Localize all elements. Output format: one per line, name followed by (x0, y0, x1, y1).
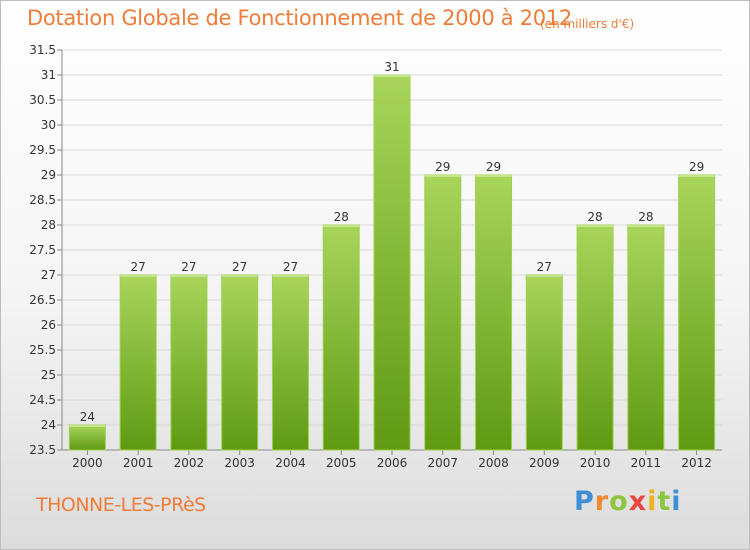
x-tick-label: 2008 (478, 456, 509, 470)
bar-highlight (374, 75, 410, 77)
x-tick-label: 2006 (377, 456, 408, 470)
bar-highlight (221, 275, 258, 277)
y-tick-label: 30.5 (29, 93, 56, 107)
data-label: 24 (80, 410, 95, 424)
x-tick-label: 2009 (529, 456, 560, 470)
data-label: 27 (232, 260, 247, 274)
y-tick-label: 26 (41, 318, 56, 332)
bar (221, 274, 259, 451)
proxiti-logo: Proxiti (574, 486, 682, 517)
y-tick-label: 27.5 (29, 243, 56, 257)
data-label: 27 (537, 260, 552, 274)
commune-name: THONNE-LES-PRèS (36, 494, 206, 516)
x-tick-label: 2012 (681, 456, 712, 470)
y-tick-label: 31.5 (29, 43, 56, 57)
y-tick-label: 28 (41, 218, 56, 232)
bar-highlight (120, 275, 157, 277)
bar-highlight (526, 275, 563, 277)
bar-highlight (69, 425, 106, 427)
y-tick-label: 30 (41, 118, 56, 132)
data-label: 28 (587, 210, 602, 224)
y-tick-label: 26.5 (29, 293, 56, 307)
y-tick-label: 29.5 (29, 143, 56, 157)
data-label: 29 (486, 160, 501, 174)
bar (119, 274, 157, 451)
bar-highlight (424, 175, 461, 177)
x-tick-label: 2005 (326, 456, 357, 470)
bar (373, 74, 411, 451)
bar-highlight (627, 225, 664, 227)
bar (525, 274, 563, 451)
data-label: 27 (181, 260, 196, 274)
bar (475, 174, 513, 451)
y-tick-label: 24 (41, 418, 56, 432)
y-tick-label: 24.5 (29, 393, 56, 407)
x-tick-label: 2000 (72, 456, 103, 470)
x-tick-label: 2001 (123, 456, 154, 470)
bar (424, 174, 462, 451)
data-label: 28 (638, 210, 653, 224)
x-tick-label: 2003 (224, 456, 255, 470)
bar-highlight (475, 175, 512, 177)
x-tick-label: 2004 (275, 456, 306, 470)
x-tick-label: 2011 (631, 456, 662, 470)
bar (271, 274, 309, 451)
bar-highlight (272, 275, 309, 277)
bar (68, 424, 106, 451)
chart-subtitle: (en milliers d'€) (540, 17, 635, 31)
x-tick-label: 2002 (174, 456, 205, 470)
data-label: 31 (384, 60, 399, 74)
data-label: 27 (283, 260, 298, 274)
bar-highlight (678, 175, 715, 177)
bar (627, 224, 665, 451)
bar (170, 274, 208, 451)
y-tick-label: 31 (41, 68, 56, 82)
bar (678, 174, 716, 451)
bars (68, 74, 716, 451)
bar-highlight (577, 225, 614, 227)
bar (576, 224, 614, 451)
x-tick-label: 2010 (580, 456, 611, 470)
chart-title: Dotation Globale de Fonctionnement de 20… (27, 6, 572, 30)
y-tick-label: 25.5 (29, 343, 56, 357)
y-tick-label: 28.5 (29, 193, 56, 207)
bar-highlight (170, 275, 207, 277)
labels: 23.5 24 24.5 25 25.5 26 26.5 27 27.5 28 28.5 29 29.5… (29, 43, 712, 470)
x-tick-label: 2007 (427, 456, 458, 470)
y-tick-label: 23.5 (29, 443, 56, 457)
y-tick-label: 27 (41, 268, 56, 282)
y-tick-label: 25 (41, 368, 56, 382)
data-label: 29 (435, 160, 450, 174)
data-label: 29 (689, 160, 704, 174)
bar (322, 224, 360, 451)
bar-highlight (323, 225, 360, 227)
data-label: 28 (334, 210, 349, 224)
data-label: 27 (131, 260, 146, 274)
y-tick-label: 29 (41, 168, 56, 182)
